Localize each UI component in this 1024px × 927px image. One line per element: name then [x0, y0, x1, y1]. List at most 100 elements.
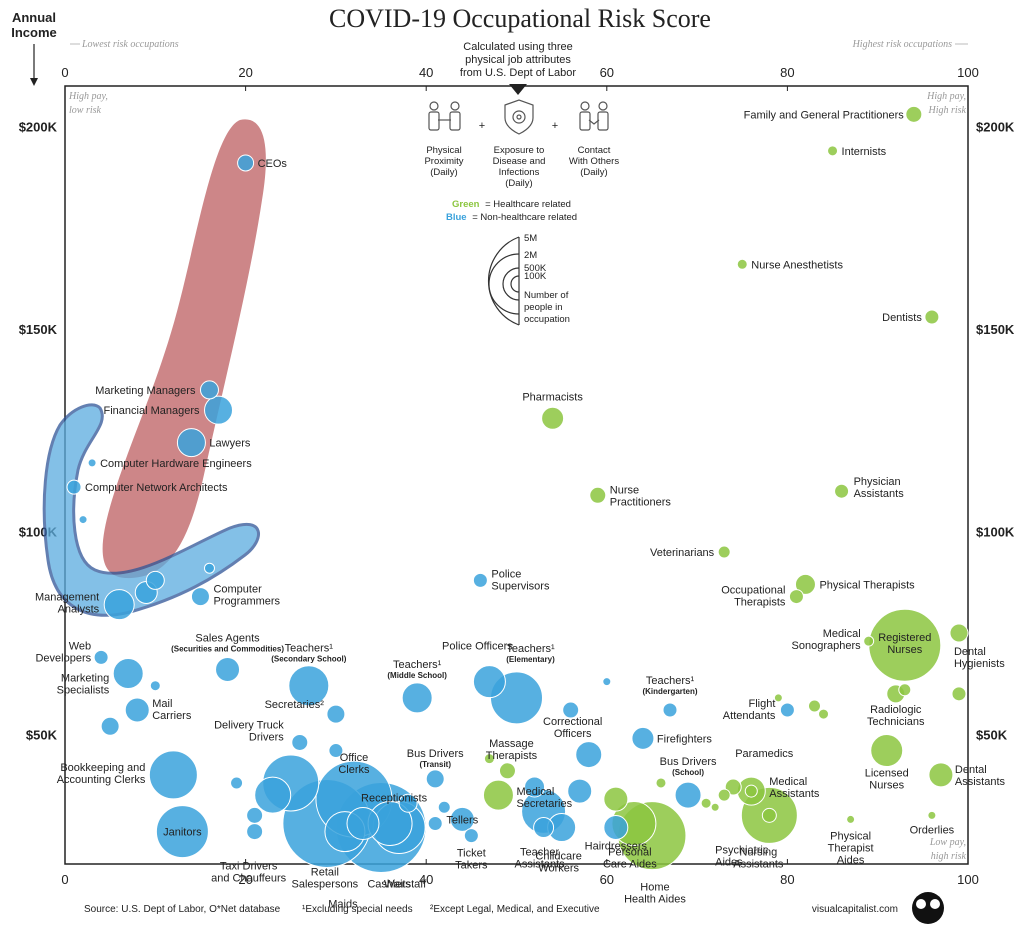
- point-label: Registered: [878, 632, 931, 644]
- computer-jobs-highlight-blue: [42, 403, 260, 617]
- point-label: Mail: [152, 698, 172, 710]
- bubble: [562, 701, 580, 719]
- point-label: Flight: [748, 698, 775, 710]
- source-note: Source: U.S. Dept of Labor, O*Net databa…: [84, 904, 281, 915]
- bubble-unlabeled: [437, 800, 451, 814]
- x-tick-bottom: 60: [600, 872, 614, 887]
- point-label: Lawyers: [209, 438, 250, 450]
- point-label: Personal: [608, 846, 651, 858]
- point-label: Teachers¹: [506, 643, 555, 655]
- y-tick-right: $50K: [976, 727, 1008, 742]
- point-label: Bus Drivers: [407, 748, 464, 760]
- point-label: Teachers¹: [393, 659, 442, 671]
- bubble: [794, 573, 816, 595]
- legend-green-text: = Healthcare related: [485, 199, 571, 210]
- point-label: Nurse: [610, 484, 639, 496]
- point-sublabel: (School): [672, 768, 704, 777]
- point-label: Veterinarians: [650, 547, 715, 559]
- y-axis-title-line-1: Annual: [12, 10, 56, 25]
- point-label: Waitstaff: [384, 879, 427, 891]
- point-label: Management: [35, 592, 99, 604]
- point-label: Receptionists: [361, 792, 428, 804]
- footnote-2: ²Except Legal, Medical, and Executive: [430, 904, 600, 915]
- point-sublabel: (Middle School): [387, 671, 447, 680]
- physical-proximity-icon: [428, 101, 461, 131]
- bubble: [846, 814, 856, 824]
- bubble-unlabeled: [246, 806, 264, 824]
- point-label: Nurses: [887, 644, 922, 656]
- point-label: Medical: [823, 628, 861, 640]
- bubble: [463, 828, 479, 844]
- point-sublabel: (Securities and Commodities): [171, 645, 284, 654]
- point-label: Family and General Practitioners: [744, 109, 905, 121]
- point-label: Pharmacists: [522, 391, 583, 403]
- size-caption-line: Number of: [524, 290, 569, 301]
- bubble: [190, 587, 210, 607]
- footer: Source: U.S. Dept of Labor, O*Net databa…: [84, 892, 944, 924]
- bubble-unlabeled: [533, 817, 555, 839]
- point-label: Hygienists: [954, 658, 1005, 670]
- bubble: [237, 154, 255, 172]
- x-tick-bottom: 20: [238, 872, 252, 887]
- attribute-label-line: (Daily): [505, 178, 532, 189]
- chart-title: COVID-19 Occupational Risk Score: [329, 4, 711, 33]
- bubble: [834, 483, 850, 499]
- size-label: 500K: [524, 263, 547, 274]
- point-label: Licensed: [865, 768, 909, 780]
- subtitle-line: physical job attributes: [465, 54, 571, 66]
- bubble: [928, 762, 954, 788]
- bubble: [124, 697, 150, 723]
- point-label: Tellers: [446, 814, 478, 826]
- point-label: Maids: [328, 899, 358, 911]
- x-tick-bottom: 80: [780, 872, 794, 887]
- highest-risk-annotation: Highest risk occupations: [852, 39, 953, 50]
- bubble: [482, 779, 514, 811]
- point-label: Officers: [554, 728, 592, 740]
- size-label: 5M: [524, 233, 537, 244]
- point-label: Janitors: [163, 827, 202, 839]
- bubble-unlabeled: [951, 686, 967, 702]
- point-label: Assistants: [769, 788, 820, 800]
- legend-healthcare-row: Green = Healthcare related: [452, 199, 571, 210]
- point-label: Assistants: [854, 488, 905, 500]
- point-label: Computer Network Architects: [85, 482, 228, 494]
- lowest-risk-annotation: Lowest risk occupations: [81, 39, 179, 50]
- attribute-label-line: Contact: [578, 145, 611, 156]
- point-label: Bus Drivers: [660, 756, 717, 768]
- point-label: and Chauffeurs: [211, 873, 287, 885]
- size-legend: 5M 2M 500K 100K Number of people in occu…: [487, 233, 570, 326]
- size-caption-line: people in: [524, 302, 563, 313]
- bubble-unlabeled: [807, 699, 821, 713]
- bubble: [93, 649, 109, 665]
- point-label: Childcare: [535, 851, 581, 863]
- point-label: Medical: [769, 776, 807, 788]
- y-tick-left: $150K: [19, 322, 58, 337]
- bubble-unlabeled: [100, 716, 120, 736]
- point-label: Analysts: [58, 604, 100, 616]
- point-label: Police Officers: [442, 641, 513, 653]
- y-tick-right: $100K: [976, 525, 1015, 540]
- point-label: Ticket: [457, 848, 486, 860]
- bubble: [541, 406, 565, 430]
- point-label: Supervisors: [491, 580, 550, 592]
- point-label: Police: [491, 568, 521, 580]
- attribute-label-line: Proximity: [424, 156, 463, 167]
- x-tick-top: 100: [957, 65, 979, 80]
- bubble: [662, 702, 678, 718]
- point-label: Practitioners: [610, 496, 672, 508]
- point-label: Office: [340, 752, 369, 764]
- point-label: Aides: [715, 856, 743, 868]
- brand-link[interactable]: visualcapitalist.com: [812, 904, 898, 915]
- point-label: Correctional: [543, 716, 602, 728]
- point-label: CEOs: [258, 158, 288, 170]
- bubble: [401, 682, 433, 714]
- point-label: Dental: [955, 764, 987, 776]
- point-label: Nurses: [869, 780, 904, 792]
- point-label: Massage: [489, 738, 534, 750]
- legend-green-word: Green: [452, 199, 480, 210]
- point-label: Drivers: [249, 731, 284, 743]
- x-tick-top: 0: [61, 65, 68, 80]
- x-tick-top: 40: [419, 65, 433, 80]
- point-label: Hairdressers: [585, 841, 648, 853]
